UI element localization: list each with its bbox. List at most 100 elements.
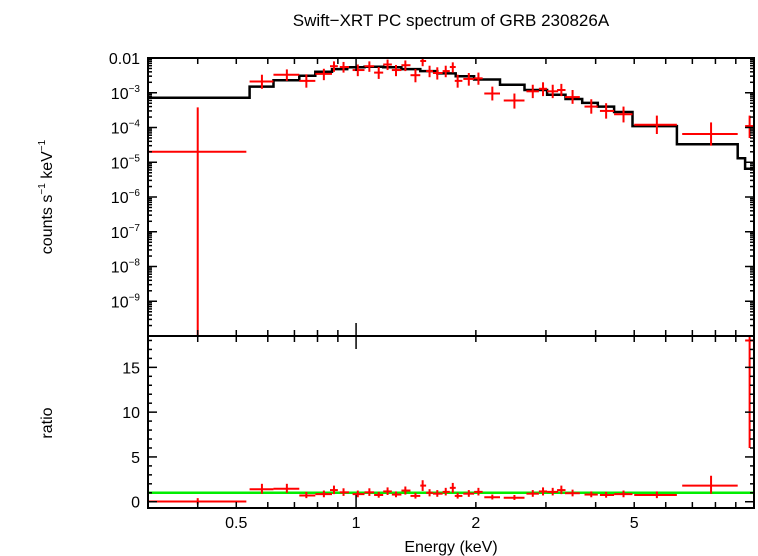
- spectrum-plot-area: [148, 58, 754, 336]
- y-tick-exponent: −3: [129, 84, 141, 95]
- spectrum-data-point: [526, 84, 539, 99]
- y-tick-base: 10: [111, 225, 129, 242]
- x-tick-label: 0.5: [225, 515, 247, 532]
- spectrum-data-point: [634, 115, 677, 135]
- ratio-data-point: [463, 490, 475, 497]
- spectrum-data-point: [426, 65, 433, 78]
- spectrum-data-point: [484, 86, 501, 101]
- ratio-y-axis-label: ratio: [39, 407, 56, 438]
- ratio-axes-frame: [147, 335, 755, 509]
- ratio-data-point: [315, 490, 333, 498]
- ratio-data-point: [273, 483, 300, 493]
- y-tick-label: 15: [122, 360, 140, 377]
- model-step-line: [148, 65, 754, 171]
- ratio-data-point: [330, 485, 338, 495]
- ratio-plot-area: [148, 336, 754, 505]
- ratio-data-point: [401, 486, 411, 495]
- ratio-data-point: [352, 490, 365, 498]
- ratio-y-tick-labels: 0 5 10 15: [122, 360, 140, 511]
- ratio-data-point: [614, 490, 633, 498]
- x-axis-label: Energy (keV): [404, 539, 497, 556]
- ratio-data-point: [299, 491, 316, 499]
- spectrum-data-point: [538, 82, 548, 97]
- y-label-mid: keV: [39, 151, 56, 183]
- ratio-data-point: [484, 494, 501, 500]
- ratio-data-point: [474, 487, 483, 496]
- ratio-data-point: [426, 489, 433, 497]
- ratio-data-point: [503, 495, 525, 500]
- spectrum-data-point: [454, 74, 463, 88]
- spectrum-data-point: [330, 61, 338, 72]
- spectrum-data-point: [299, 74, 316, 88]
- y-tick-label: 10−8: [111, 258, 141, 277]
- spectrum-data-point: [442, 65, 450, 78]
- ratio-data-point: [454, 492, 463, 499]
- y-tick-base: 10: [111, 121, 129, 138]
- ratio-data-point: [538, 487, 548, 496]
- y-tick-label: 0: [131, 495, 140, 512]
- y-tick-base: 0.01: [109, 51, 140, 68]
- spectrum-data-point: [557, 83, 566, 97]
- spectrum-data-point: [547, 84, 559, 99]
- ratio-data-point: [557, 485, 566, 495]
- spectrum-data-point: [410, 69, 421, 83]
- ratio-data-point: [745, 336, 754, 448]
- y-tick-label: 10−5: [111, 153, 141, 172]
- spectrum-data-point: [463, 73, 475, 86]
- x-tick-labels: 0.5 1 2 5: [225, 515, 639, 532]
- spectrum-data-point: [474, 72, 483, 85]
- y-tick-exponent: −9: [129, 292, 141, 303]
- spectrum-data-point: [420, 58, 427, 67]
- ratio-data-point: [410, 492, 421, 499]
- y-label-exp1: −1: [37, 183, 48, 195]
- spectrum-data-point: [599, 103, 615, 119]
- y-tick-base: 10: [111, 155, 129, 172]
- x-tick-label: 5: [630, 515, 639, 532]
- ratio-data-point: [339, 488, 350, 496]
- spectrum-data-point: [432, 67, 443, 80]
- y-tick-label: 10−6: [111, 188, 141, 207]
- y-label-base: counts s: [39, 195, 56, 255]
- y-tick-base: 10: [111, 86, 129, 103]
- y-label-exp2: −1: [37, 139, 48, 151]
- spectrum-data-point: [565, 89, 580, 104]
- y-tick-base: 10: [111, 190, 129, 207]
- ratio-data-point: [547, 487, 559, 496]
- x-tick-label: 1: [352, 515, 361, 532]
- spectrum-y-axis-label: counts s−1 keV−1: [37, 139, 56, 254]
- spectrum-axes-frame: [147, 57, 755, 337]
- ratio-data-point: [599, 491, 615, 498]
- y-tick-exponent: −8: [129, 258, 141, 269]
- ratio-data-point: [449, 482, 456, 493]
- y-tick-exponent: −4: [129, 119, 141, 130]
- y-tick-exponent: −5: [129, 153, 141, 164]
- ratio-data-point: [420, 480, 427, 491]
- y-tick-label: 10−9: [111, 292, 141, 311]
- spectrum-data-point: [364, 61, 375, 72]
- ratio-data-point: [682, 475, 738, 494]
- spectrum-data-point: [383, 59, 392, 71]
- ratio-data-point: [584, 491, 598, 498]
- y-tick-label: 10−4: [111, 119, 141, 138]
- spectrum-data-point: [449, 62, 456, 73]
- ratio-data-point: [374, 491, 384, 498]
- spectrum-data-point: [682, 122, 738, 146]
- spectrum-data-point: [401, 60, 411, 72]
- ratio-data-point: [391, 491, 402, 498]
- spectrum-ticks: [147, 57, 755, 337]
- x-tick-label: 2: [471, 515, 480, 532]
- spectrum-data-point: [614, 106, 633, 123]
- spectrum-data-point: [315, 68, 333, 81]
- ratio-data-point: [526, 490, 539, 497]
- ratio-ticks: [147, 336, 755, 508]
- ratio-data-point: [364, 488, 375, 496]
- ratio-data-point: [634, 491, 677, 499]
- ratio-panel: 0 5 10 15: [122, 336, 755, 512]
- y-tick-exponent: −6: [129, 188, 141, 199]
- spectrum-data-point: [391, 64, 402, 77]
- chart-title: Swift−XRT PC spectrum of GRB 230826A: [293, 11, 610, 30]
- y-tick-label: 5: [131, 450, 140, 467]
